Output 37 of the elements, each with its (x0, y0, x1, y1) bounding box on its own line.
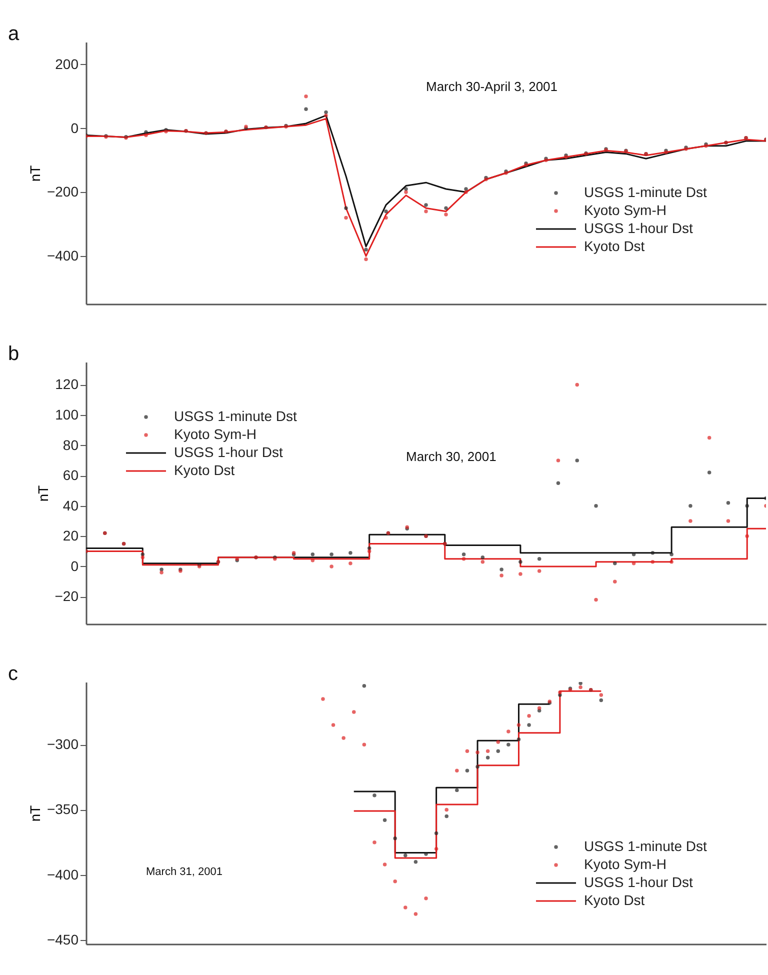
y-tick-label: 0 (70, 558, 79, 574)
y-tick-label: −200 (46, 184, 79, 200)
y-tick-label: 80 (62, 436, 79, 453)
y-tick-label: 0 (70, 120, 79, 136)
legend-label: USGS 1-hour Dst (174, 444, 284, 460)
legend-label: Kyoto Sym-H (584, 856, 666, 872)
y-tick-label: 60 (62, 467, 79, 484)
y-tick-label: 120 (55, 376, 79, 392)
y-tick-label: −20 (54, 588, 79, 604)
legend-label: Kyoto Sym-H (584, 202, 666, 218)
legend-label: Kyoto Sym-H (174, 426, 256, 442)
legend-label: USGS 1-hour Dst (584, 874, 694, 890)
y-tick-label: −450 (46, 932, 79, 948)
annotation: March 30, 2001 (406, 449, 496, 464)
y-axis-title: nT (26, 804, 43, 822)
legend-label: Kyoto Dst (174, 462, 235, 478)
y-tick-label: 20 (62, 528, 79, 544)
y-axis-title: nT (34, 484, 51, 502)
text: a (8, 23, 20, 45)
legend-label: USGS 1-minute Dst (174, 408, 298, 424)
legend-label: Kyoto Dst (584, 238, 645, 254)
annotation: March 31, 2001 (146, 866, 222, 878)
legend-label: Kyoto Dst (584, 892, 645, 908)
y-tick-label: 100 (55, 406, 79, 423)
y-tick-label: −350 (46, 801, 79, 818)
y-tick-label: −400 (46, 248, 79, 264)
text: b (8, 343, 20, 365)
legend-label: USGS 1-minute Dst (584, 838, 708, 854)
annotation: March 30-April 3, 2001 (426, 79, 558, 94)
legend-label: USGS 1-hour Dst (584, 220, 694, 236)
y-axis-title: nT (26, 164, 43, 182)
y-tick-label: −300 (46, 736, 79, 752)
legend-label: USGS 1-minute Dst (584, 184, 708, 200)
y-tick-label: −400 (46, 866, 79, 882)
y-tick-label: 200 (55, 56, 79, 72)
text: c (8, 663, 18, 685)
y-tick-label: 40 (62, 497, 79, 514)
